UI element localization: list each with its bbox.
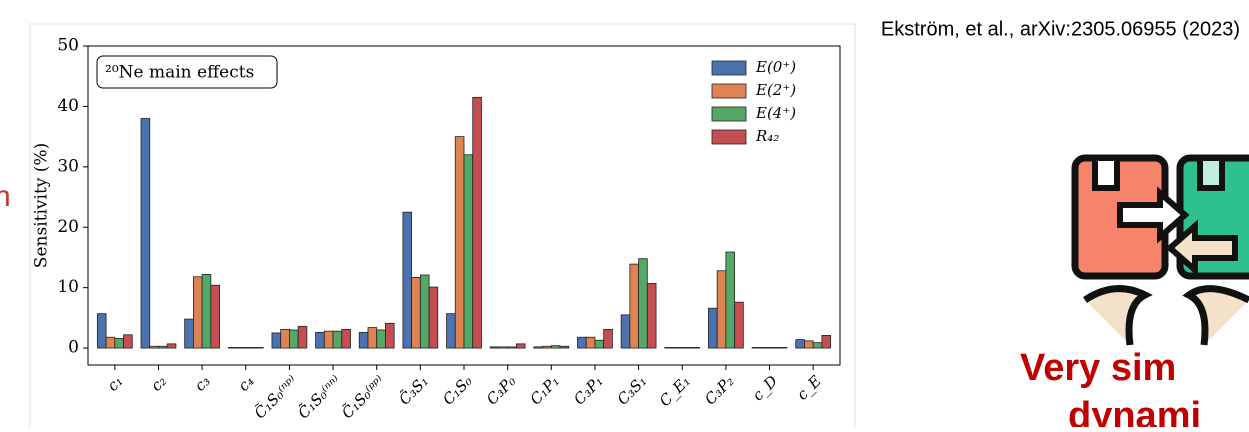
bar: [332, 330, 343, 349]
bar: [812, 342, 823, 349]
bar: [428, 286, 439, 349]
bar: [646, 283, 657, 349]
bar: [690, 347, 701, 349]
bar: [472, 96, 482, 349]
bar: [254, 347, 264, 349]
bar: [210, 284, 220, 349]
bar: [664, 347, 674, 349]
bar: [227, 347, 238, 349]
legend: E(0⁺) E(2⁺) E(4⁺) R₄₂: [711, 58, 796, 145]
bar: [577, 336, 587, 349]
bar: [638, 258, 648, 349]
bar: [620, 314, 631, 349]
y-tick-label: 50: [57, 36, 79, 56]
y-tick-label: 40: [57, 96, 79, 116]
y-axis-label: Sensitivity (%): [32, 143, 52, 268]
annotation-text: ²⁰Ne main effects: [105, 63, 254, 83]
bar: [201, 273, 212, 349]
bar: [454, 136, 465, 349]
y-tick-label: 0: [68, 338, 79, 358]
bar: [289, 329, 299, 349]
bar: [271, 332, 282, 349]
bar: [594, 339, 605, 349]
bar: [804, 340, 814, 349]
y-tick-label: 10: [57, 277, 79, 297]
bar: [507, 346, 517, 349]
legend-swatch: [711, 83, 747, 99]
bar: [158, 345, 168, 349]
legend-swatch: [711, 60, 747, 76]
bar: [96, 313, 107, 349]
bar: [769, 347, 779, 349]
bar: [245, 347, 255, 349]
bar: [184, 318, 194, 349]
bar: [367, 327, 378, 349]
caption-line: dynami: [1068, 395, 1201, 427]
annotation: ²⁰Ne main effects: [96, 55, 278, 89]
y-tick-label: 20: [57, 217, 79, 237]
bar: [419, 274, 430, 349]
bar: [140, 118, 151, 349]
legend-label: E(2⁺): [755, 81, 796, 99]
bar: [550, 345, 561, 349]
bar: [385, 322, 395, 349]
bar: [114, 338, 124, 349]
bar: [795, 339, 805, 349]
bar: [673, 347, 683, 349]
bar: [315, 331, 325, 349]
bar: [760, 347, 770, 349]
bar: [297, 325, 308, 349]
bar: [725, 251, 736, 349]
bar: [105, 336, 116, 349]
legend-swatch: [711, 106, 747, 122]
bar: [446, 313, 456, 349]
bar: [463, 154, 474, 349]
left-fragment: n: [0, 180, 11, 213]
bar: [585, 336, 596, 349]
bar: [280, 328, 290, 349]
bar: [123, 334, 133, 349]
bar: [498, 346, 509, 349]
bar: [542, 345, 552, 349]
bar: [376, 329, 386, 349]
bar: [192, 276, 203, 349]
bar: [236, 347, 247, 349]
bar: [681, 347, 692, 349]
bar: [323, 330, 334, 349]
legend-label: E(0⁺): [755, 58, 796, 76]
bar: [603, 328, 613, 349]
bar: [166, 343, 177, 349]
bar: [751, 347, 762, 349]
bar: [716, 270, 727, 349]
legend-label: E(4⁺): [755, 104, 796, 122]
y-tick-label: 30: [57, 156, 79, 176]
bar: [734, 301, 744, 349]
bar: [533, 346, 543, 349]
caption-line: Very sim: [1020, 347, 1176, 389]
bar: [411, 276, 421, 349]
bar: [341, 328, 351, 349]
legend-swatch: [711, 129, 747, 145]
bar: [559, 345, 570, 349]
citation: Ekström, et al., arXiv:2305.06955 (2023): [881, 18, 1240, 40]
icon: [1071, 154, 1249, 346]
bar: [708, 307, 718, 349]
bar: [402, 211, 413, 349]
bar: [821, 334, 832, 349]
bar: [149, 345, 159, 349]
bar: [777, 347, 788, 349]
bar: [489, 346, 500, 349]
bar: [515, 343, 526, 349]
bar: [358, 331, 369, 349]
bar: [629, 263, 639, 349]
legend-label: R₄₂: [755, 127, 779, 145]
annotation-box: [96, 55, 278, 89]
